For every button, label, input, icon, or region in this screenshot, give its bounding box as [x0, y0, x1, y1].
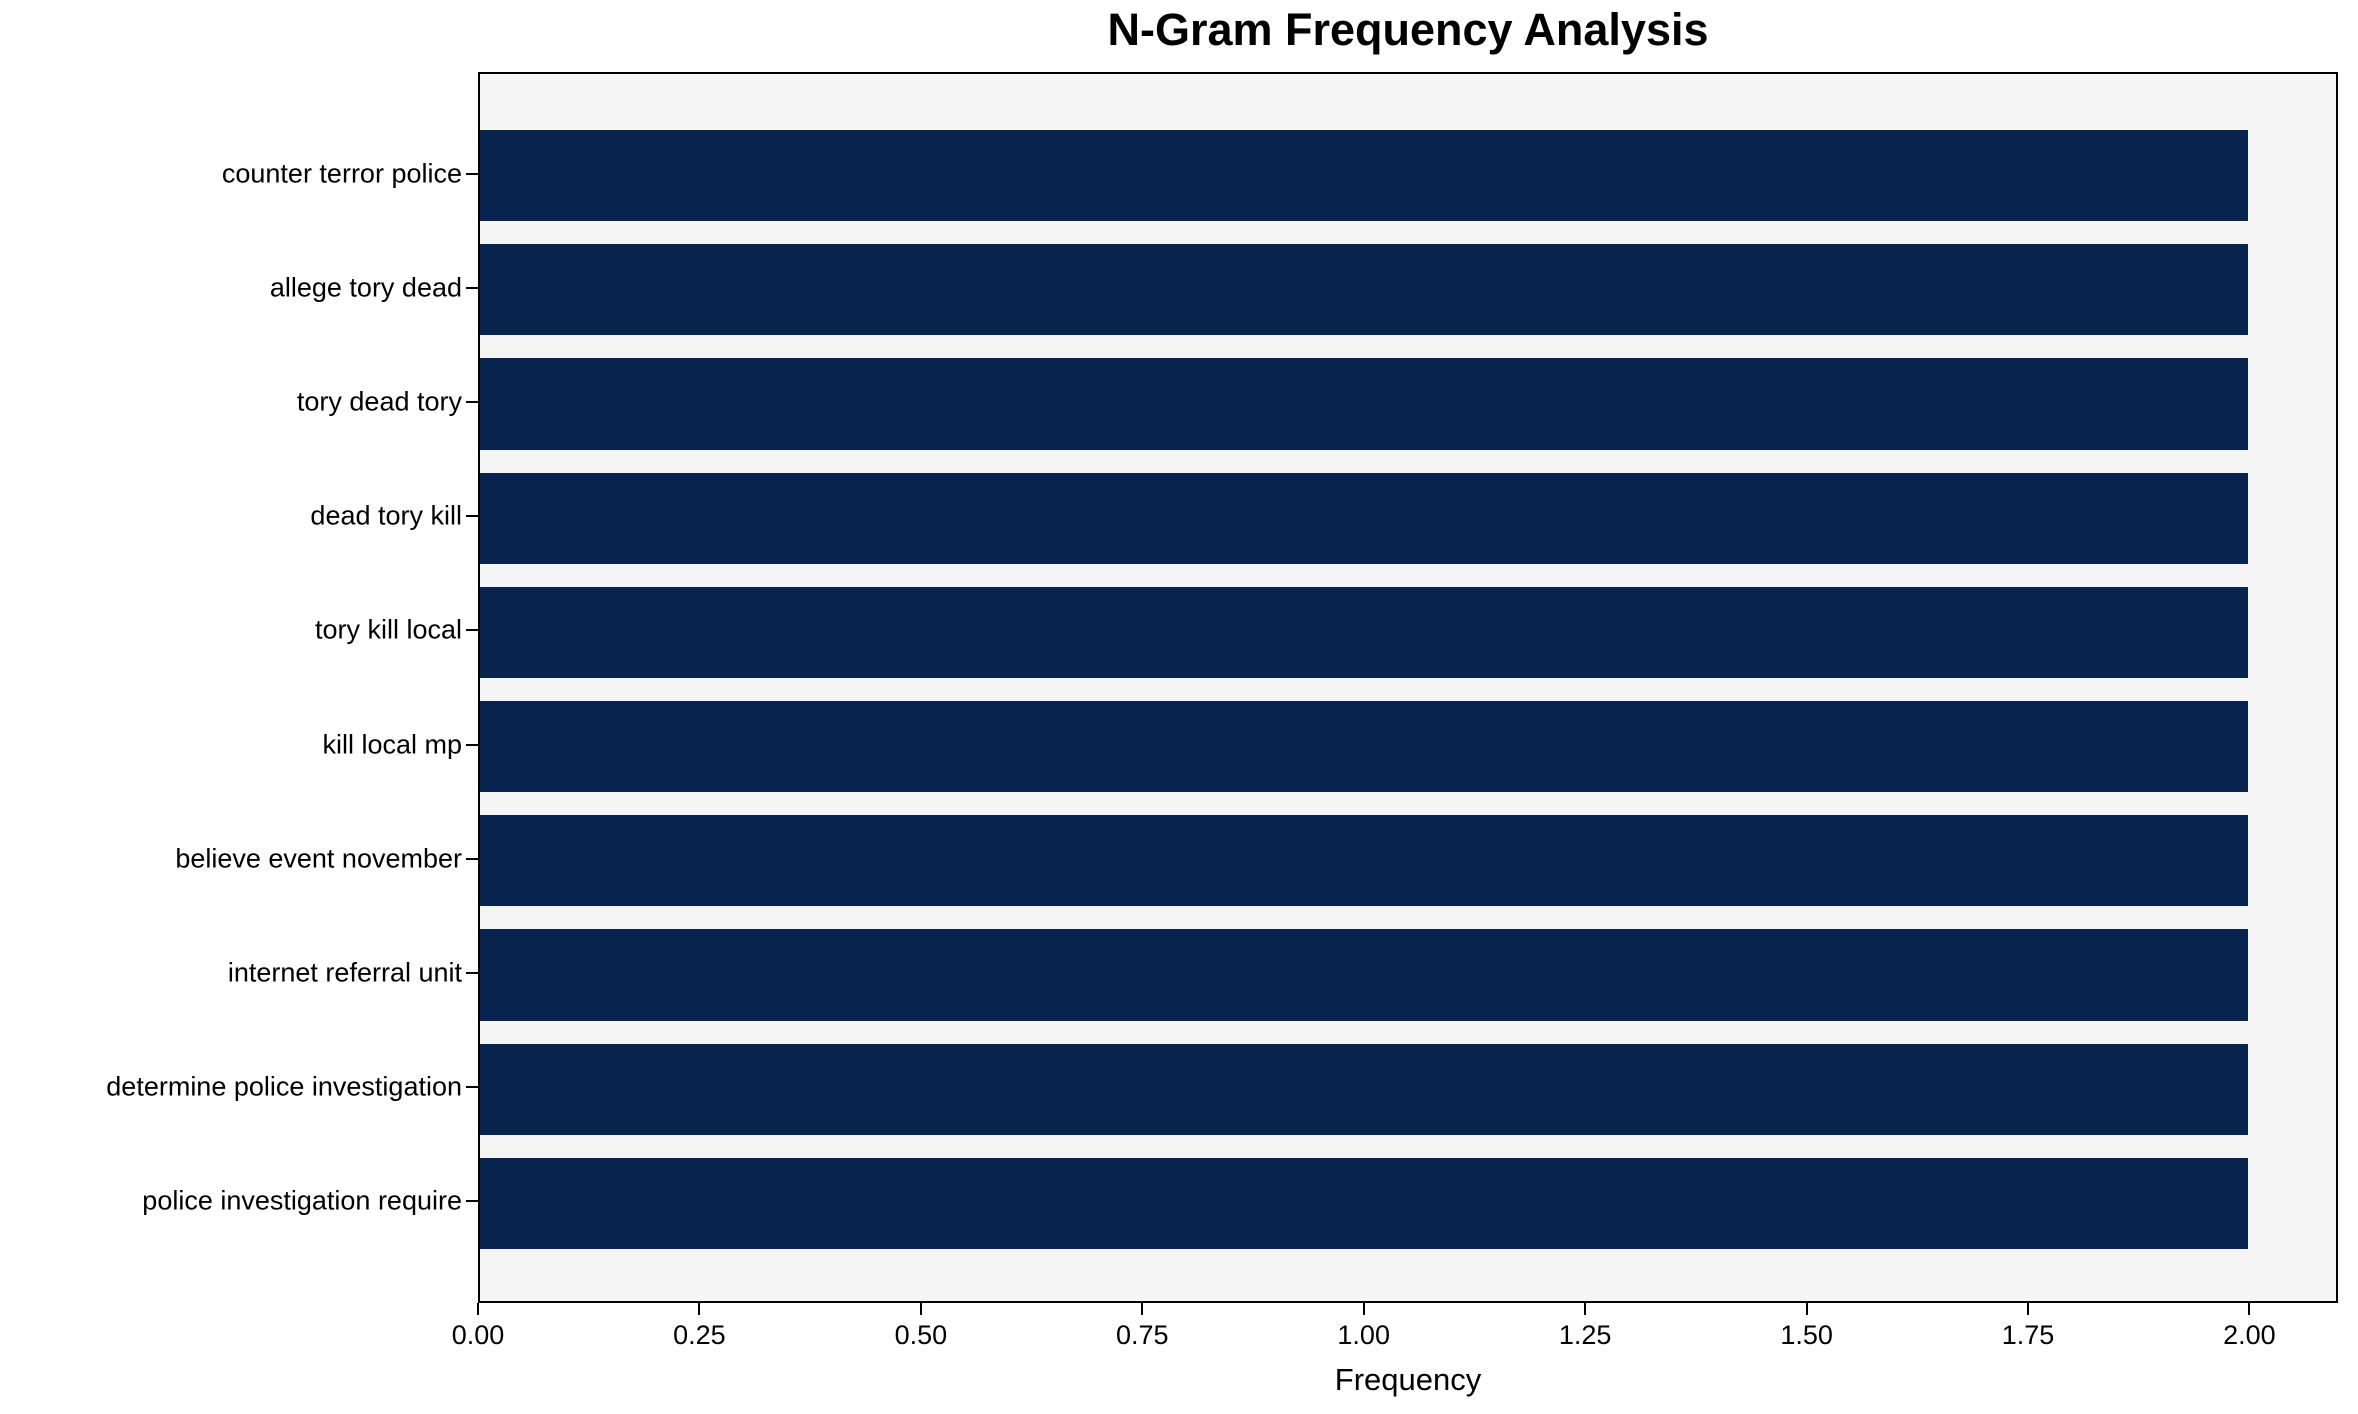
x-tick-label: 2.00 [2223, 1320, 2276, 1350]
y-tick-mark [466, 743, 478, 746]
y-tick-label: counter terror police [221, 158, 462, 189]
bar [480, 130, 2248, 222]
bar [480, 700, 2248, 793]
x-tick-label: 0.00 [451, 1320, 505, 1350]
bar [480, 586, 2248, 679]
y-tick-mark [466, 629, 478, 632]
y-tick-mark [466, 515, 478, 518]
plot-area [478, 72, 2338, 1303]
y-tick-label: police investigation require [142, 1185, 462, 1216]
y-tick-mark [466, 401, 478, 403]
y-tick-label: tory dead tory [296, 386, 462, 417]
bar [480, 1157, 2248, 1250]
x-tick-label: 1.00 [1337, 1320, 1390, 1350]
y-tick-mark [466, 857, 478, 860]
x-axis-label: Frequency [1334, 1362, 1482, 1397]
chart-title: N-Gram Frequency Analysis [1107, 4, 1709, 55]
y-tick-label: allege tory dead [269, 272, 462, 303]
bar [480, 244, 2248, 336]
x-tick-mark [919, 1303, 922, 1315]
x-tick-mark [2027, 1303, 2029, 1315]
x-tick-label: 0.75 [1116, 1320, 1169, 1350]
y-tick-label: believe event november [175, 843, 462, 874]
x-tick-label: 0.50 [894, 1320, 948, 1350]
y-tick-mark [466, 1200, 478, 1203]
x-tick-mark [2248, 1303, 2251, 1315]
x-tick-mark [1141, 1303, 1144, 1315]
x-tick-mark [698, 1303, 701, 1315]
x-tick-mark [1362, 1303, 1365, 1315]
y-tick-mark [466, 172, 478, 175]
x-tick-label: 1.75 [2001, 1320, 2055, 1350]
x-tick-mark [1584, 1303, 1587, 1315]
bar [480, 815, 2248, 907]
bar [480, 358, 2248, 450]
x-tick-label: 1.50 [1780, 1320, 1833, 1350]
bar [480, 929, 2248, 1021]
y-tick-label: dead tory kill [310, 500, 462, 531]
y-tick-mark [466, 1086, 478, 1089]
bar [480, 472, 2248, 564]
y-tick-label: determine police investigation [106, 1071, 462, 1102]
x-tick-mark [477, 1303, 479, 1315]
y-tick-label: tory kill local [314, 614, 462, 645]
x-tick-mark [1805, 1303, 1808, 1315]
y-tick-mark [466, 286, 478, 289]
bar [480, 1043, 2248, 1135]
y-tick-label: kill local mp [322, 729, 462, 760]
y-tick-mark [466, 972, 478, 974]
x-tick-label: 0.25 [673, 1320, 726, 1350]
x-tick-label: 1.25 [1558, 1320, 1612, 1350]
y-tick-label: internet referral unit [227, 957, 462, 988]
